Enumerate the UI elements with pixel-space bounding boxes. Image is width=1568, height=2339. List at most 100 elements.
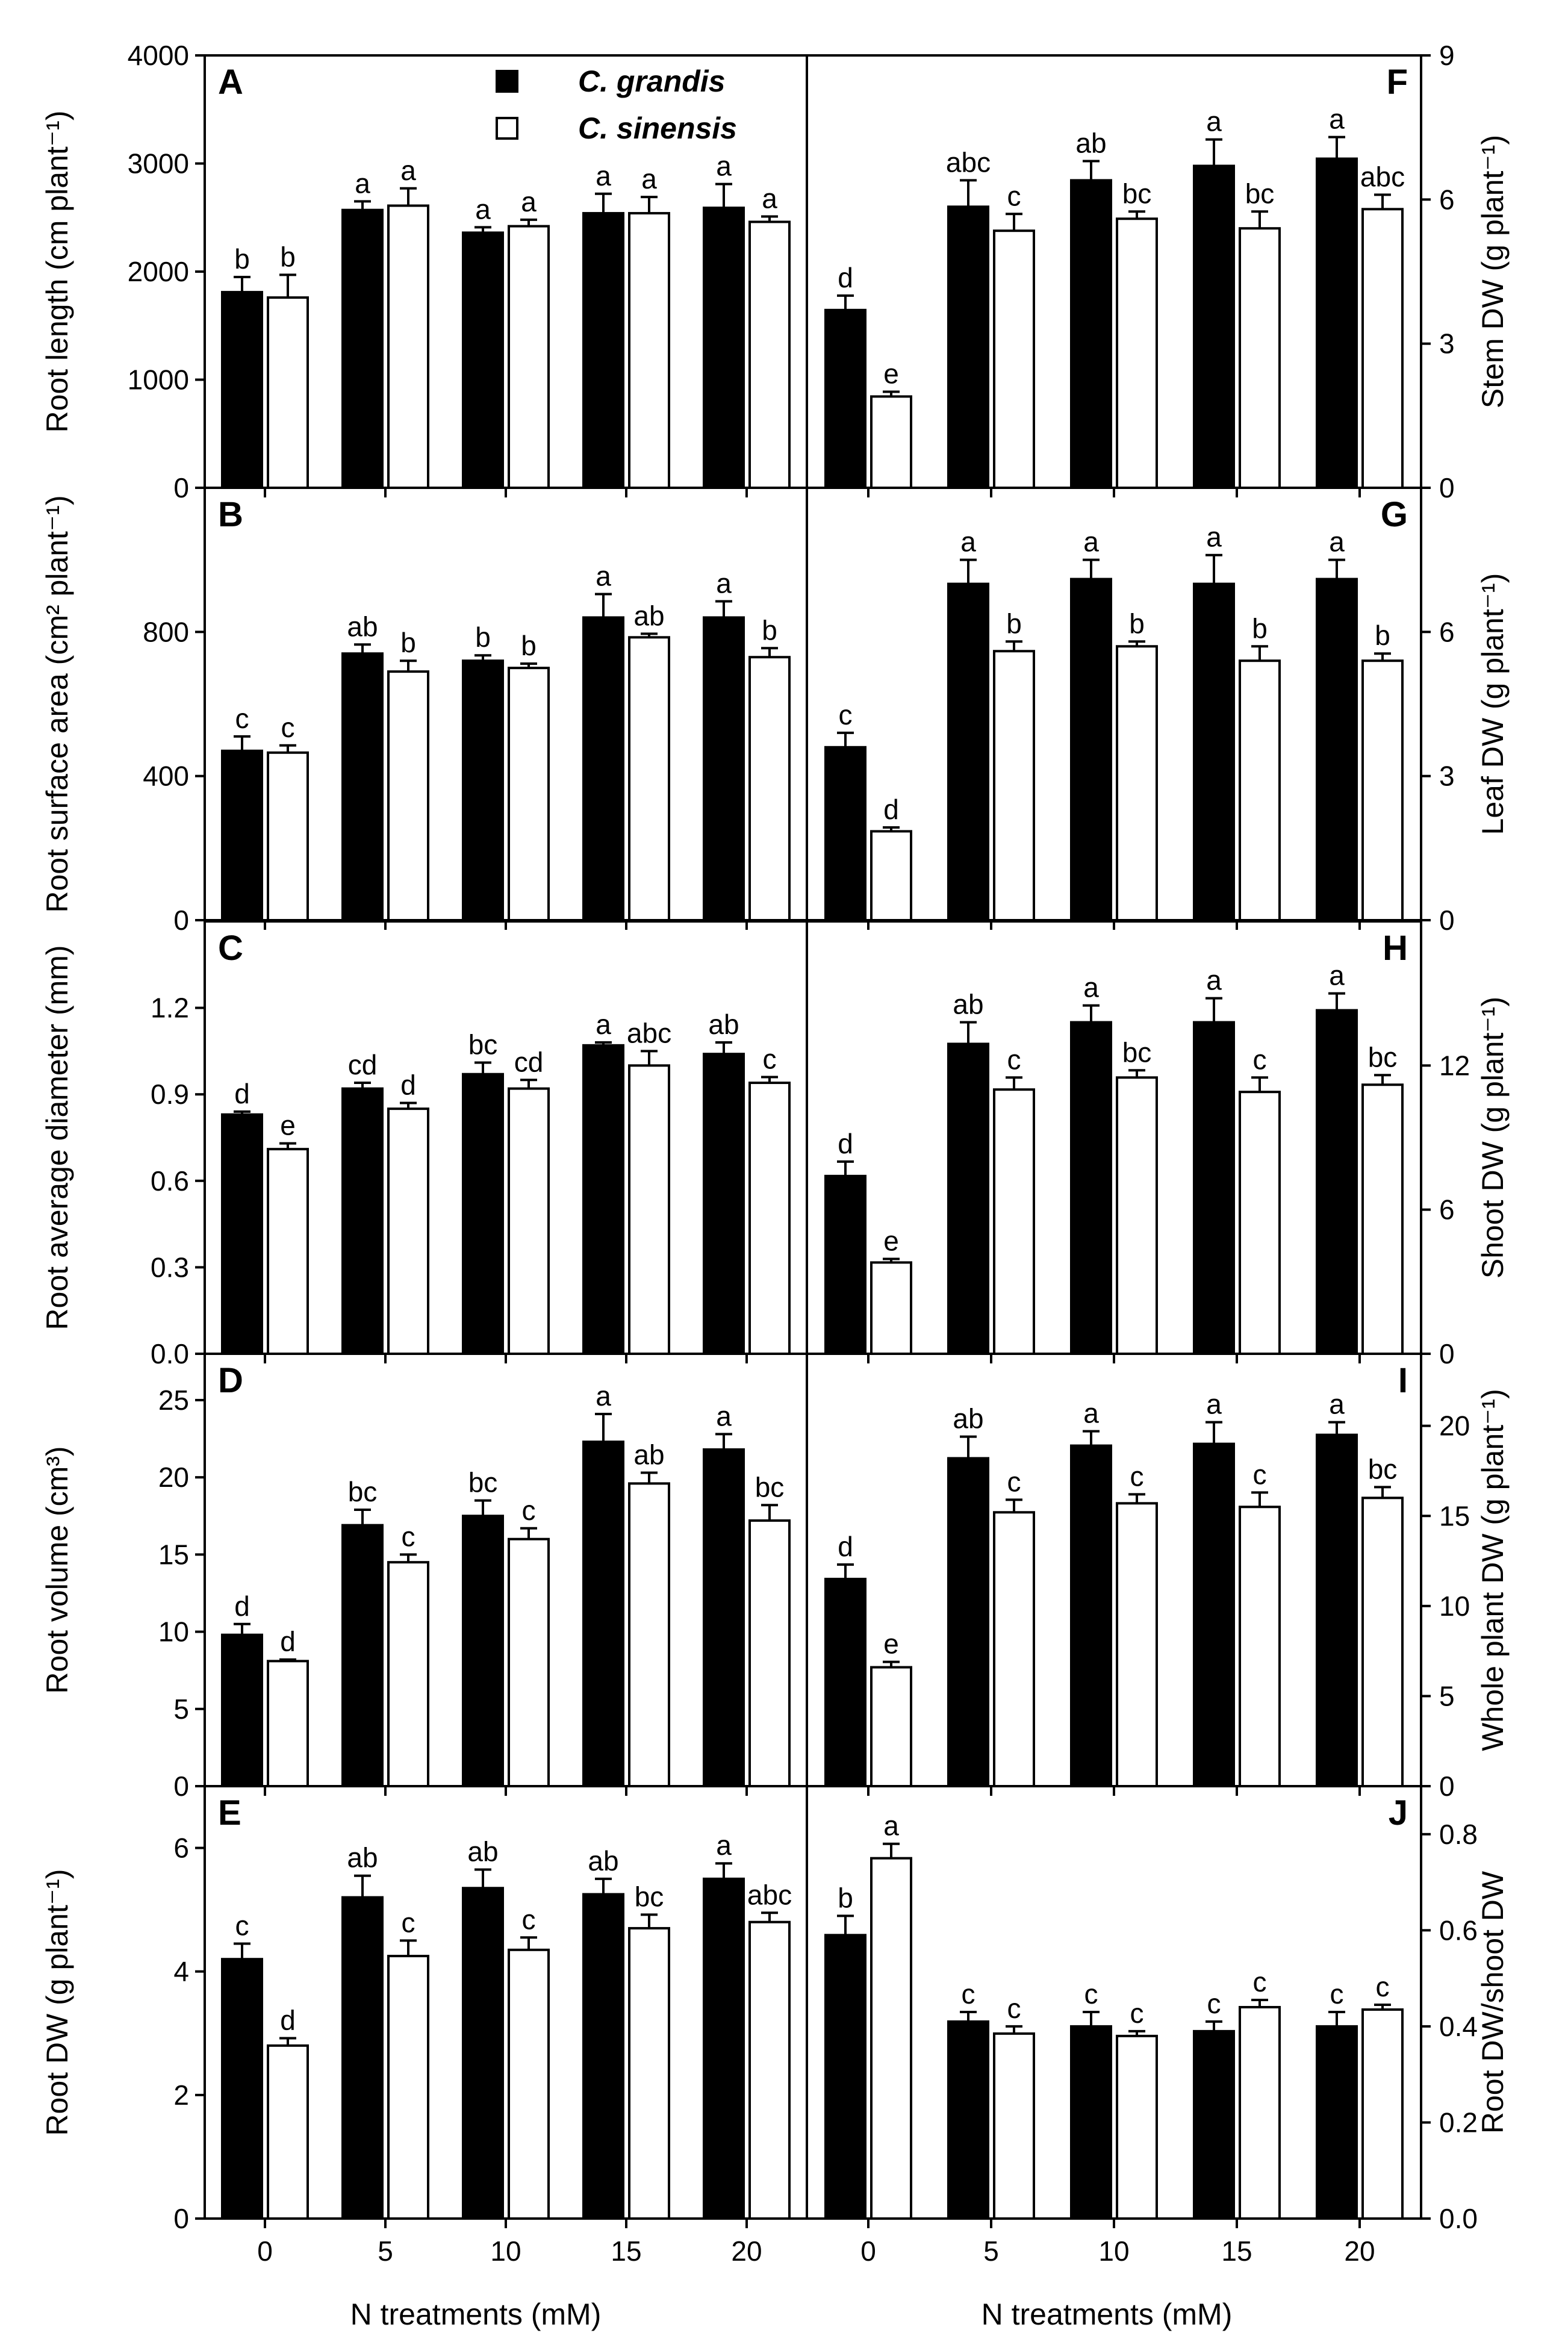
significance-label: c [281, 712, 295, 743]
significance-label: a [1329, 526, 1345, 558]
significance-label: a [1083, 526, 1099, 558]
y-tick-label: 1000 [128, 364, 189, 396]
bar-sinensis [1116, 217, 1158, 489]
significance-label: b [475, 621, 491, 653]
significance-label: ab [953, 989, 983, 1020]
bar-sinensis [1239, 1506, 1281, 1788]
significance-label: c [1007, 180, 1021, 211]
significance-label: c [1007, 1993, 1021, 2024]
panel-letter: F [1387, 63, 1408, 102]
bar-grandis [947, 2020, 989, 2220]
bar-sinensis [870, 1857, 912, 2220]
y-tick-label: 400 [143, 761, 189, 792]
y-tick-label: 0 [173, 472, 189, 503]
bar-grandis [341, 1087, 384, 1356]
bar-grandis [1070, 179, 1112, 489]
bar-sinensis [1239, 2005, 1281, 2220]
significance-label: c [1007, 1466, 1021, 1497]
y-tick-label: 3 [1439, 761, 1455, 792]
bar-sinensis [1239, 1091, 1281, 1355]
bar-grandis [462, 659, 504, 921]
significance-label: c [235, 1910, 249, 1942]
bar-sinensis [508, 225, 550, 489]
significance-label: c [1130, 1998, 1144, 2029]
y-tick-label: 12 [1439, 1050, 1470, 1081]
significance-label: e [883, 1628, 899, 1660]
y-tick-label: 4000 [128, 40, 189, 71]
bar-grandis [462, 1887, 504, 2220]
significance-label: bc [1122, 178, 1152, 209]
y-tick-label: 6 [1439, 616, 1455, 647]
significance-label: a [355, 167, 370, 199]
bar-grandis [703, 1877, 745, 2220]
y-axis-title: Leaf DW (g plant⁻¹) [1476, 573, 1510, 835]
bar-sinensis [993, 650, 1035, 921]
bar-sinensis [748, 656, 791, 921]
bar-grandis [582, 212, 624, 489]
y-axis-title: Stem DW (g plant⁻¹) [1476, 135, 1510, 408]
significance-label: a [716, 1830, 732, 1861]
x-tick-label: 0 [257, 2235, 273, 2267]
y-axis-title: Shoot DW (g plant⁻¹) [1476, 997, 1510, 1279]
y-axis-title: Root DW/shoot DW [1476, 1870, 1510, 2134]
y-tick-label: 0 [173, 1771, 189, 1802]
significance-label: a [521, 186, 537, 217]
significance-label: c [235, 703, 249, 734]
bar-sinensis [628, 212, 670, 489]
x-tick-label: 15 [611, 2235, 641, 2267]
panel-letter: G [1381, 495, 1408, 534]
significance-label: a [1329, 1389, 1345, 1420]
significance-label: a [1206, 106, 1222, 137]
bar-grandis [341, 1896, 384, 2220]
y-axis-title: Root surface area (cm² plant⁻¹) [40, 495, 74, 912]
significance-label: d [838, 1128, 853, 1159]
significance-label: abc [747, 1879, 792, 1910]
significance-label: a [596, 1380, 611, 1412]
panel-G: 0 3 6 Leaf DW (g plant⁻¹) Gc d a b a b a b a b [806, 487, 1510, 936]
bar-sinensis [267, 1660, 309, 1788]
bar-sinensis [387, 1107, 429, 1355]
significance-label: a [1083, 1398, 1099, 1429]
significance-label: d [400, 1070, 416, 1101]
bar-grandis [703, 1053, 745, 1355]
significance-label: e [883, 1225, 899, 1256]
significance-label: a [883, 1810, 899, 1842]
bar-sinensis [508, 1087, 550, 1356]
significance-label: c [962, 1978, 975, 2010]
bar-sinensis [267, 2044, 309, 2220]
x-tick-label: 5 [983, 2235, 999, 2267]
bar-grandis [1316, 157, 1358, 489]
significance-label: c [1253, 1044, 1267, 1075]
bar-grandis [947, 205, 989, 489]
x-tick-label: 10 [490, 2235, 521, 2267]
bar-grandis [1070, 1444, 1112, 1787]
y-tick-label: 0 [1439, 1771, 1455, 1802]
bar-sinensis [993, 229, 1035, 489]
bar-grandis [221, 1633, 263, 1787]
significance-label: c [1330, 1978, 1344, 2010]
bar-sinensis [1116, 645, 1158, 922]
significance-label: a [1083, 972, 1099, 1003]
significance-label: e [280, 1110, 296, 1141]
y-axis-title: Root average diameter (mm) [40, 945, 74, 1330]
significance-label: b [400, 627, 416, 658]
bar-grandis [1193, 582, 1235, 921]
significance-label: ab [953, 1403, 983, 1434]
x-tick-label: 10 [1098, 2235, 1129, 2267]
y-tick-label: 0 [1439, 905, 1455, 936]
bar-grandis [824, 746, 866, 922]
significance-label: ab [708, 1009, 739, 1040]
significance-label: bc [1245, 178, 1275, 209]
bar-grandis [1316, 1433, 1358, 1787]
y-tick-label: 6 [1439, 184, 1455, 215]
y-tick-label: 0.6 [151, 1165, 189, 1197]
y-tick-label: 20 [158, 1462, 189, 1493]
significance-label: cd [514, 1046, 544, 1077]
y-tick-label: 0.0 [151, 1338, 189, 1369]
bar-sinensis [870, 830, 912, 922]
significance-label: a [1206, 522, 1222, 553]
significance-label: a [475, 193, 491, 225]
